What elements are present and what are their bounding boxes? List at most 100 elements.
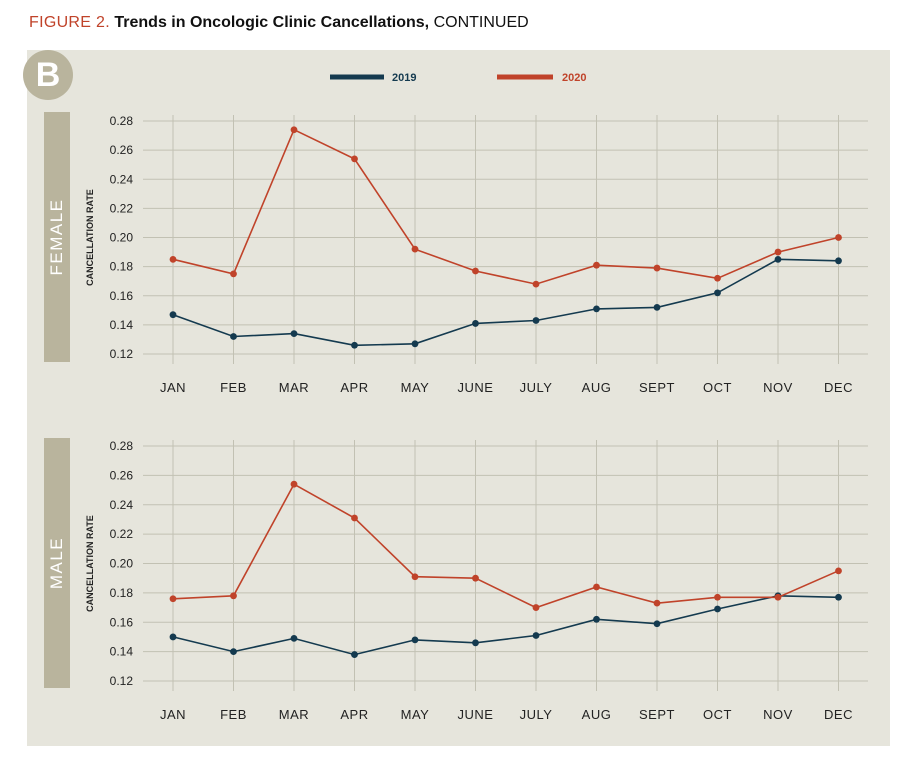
male-xtick-label: JAN [160, 707, 186, 722]
female-point-2019-sept [653, 304, 661, 311]
male-xtick-label: FEB [220, 707, 247, 722]
male-point-2020-may [411, 573, 419, 581]
male-point-2020-nov [774, 593, 782, 601]
male-point-2019-may [411, 636, 419, 644]
figure-label: FIGURE 2. [29, 14, 110, 31]
male-ytick-label: 0.18 [110, 586, 134, 600]
female-xtick-label: NOV [763, 380, 793, 395]
male-xtick-label: APR [340, 707, 368, 722]
male-xtick-label: SEPT [639, 707, 675, 722]
side-tab-male: MALE [44, 438, 70, 688]
female-ytick-label: 0.26 [110, 143, 134, 157]
male-ytick-label: 0.26 [110, 468, 134, 482]
male-ytick-label: 0.20 [110, 557, 134, 571]
male-xtick-label: NOV [763, 707, 793, 722]
female-point-2020-july [532, 280, 540, 288]
male-xtick-label: DEC [824, 707, 853, 722]
male-point-2019-feb [230, 648, 237, 656]
female-point-2019-dec [835, 257, 842, 265]
female-point-2020-oct [714, 274, 721, 282]
female-ytick-label: 0.16 [110, 289, 134, 303]
male-point-2019-aug [593, 615, 600, 623]
female-point-2020-dec [835, 234, 842, 241]
female-point-2019-mar [290, 330, 298, 338]
male-y-axis-label: CANCELLATION RATE [85, 515, 95, 612]
female-point-2019-oct [714, 289, 721, 297]
male-ytick-label: 0.16 [110, 615, 134, 629]
female-xtick-label: JULY [520, 380, 553, 395]
female-point-2019-june [472, 320, 479, 327]
female-point-2020-nov [774, 248, 782, 256]
female-xtick-label: MAR [279, 380, 309, 395]
female-point-2020-jan [169, 255, 177, 263]
male-point-2019-jan [169, 633, 177, 641]
male-point-2020-mar [290, 480, 298, 488]
male-ytick-label: 0.12 [110, 674, 134, 688]
female-point-2019-nov [774, 255, 782, 263]
female-xtick-label: APR [340, 380, 368, 395]
female-xtick-label: OCT [703, 380, 732, 395]
male-xtick-label: OCT [703, 707, 732, 722]
legend-label-2019: 2019 [392, 72, 416, 84]
male-xtick-label: AUG [582, 707, 612, 722]
male-point-2019-june [472, 639, 479, 647]
figure-continued: CONTINUED [433, 14, 529, 31]
male-xtick-label: JULY [520, 707, 553, 722]
male-series-line-2020 [172, 483, 839, 609]
female-xtick-label: JUNE [458, 380, 494, 395]
male-series-line-2019 [172, 594, 839, 656]
male-point-2020-sept [653, 599, 661, 607]
female-point-2019-feb [230, 333, 237, 340]
female-point-2019-may [411, 340, 419, 348]
female-point-2020-sept [653, 264, 661, 272]
female-point-2019-july [532, 317, 540, 324]
side-tab-female: FEMALE [44, 112, 70, 362]
female-series-line-2020 [172, 128, 839, 285]
male-xtick-label: JUNE [458, 707, 494, 722]
male-point-2020-jan [169, 595, 177, 603]
chart-panel [27, 50, 890, 746]
male-point-2019-july [532, 632, 540, 639]
male-ytick-label: 0.14 [110, 645, 134, 659]
male-point-2019-mar [290, 635, 298, 642]
female-xtick-label: MAY [401, 380, 430, 395]
female-point-2019-jan [169, 311, 177, 319]
female-point-2019-aug [593, 305, 600, 313]
panel-letter-badge: B [23, 50, 73, 100]
female-ytick-label: 0.28 [110, 114, 134, 128]
legend-label-2020: 2020 [562, 72, 586, 84]
female-ytick-label: 0.24 [110, 172, 134, 186]
female-ytick-label: 0.20 [110, 231, 134, 245]
female-xtick-label: SEPT [639, 380, 675, 395]
male-point-2020-apr [351, 514, 358, 522]
female-ytick-label: 0.14 [110, 318, 134, 332]
male-xtick-label: MAY [401, 707, 430, 722]
female-ytick-label: 0.18 [110, 260, 134, 274]
female-point-2019-apr [351, 341, 358, 349]
male-point-2019-dec [835, 593, 842, 601]
male-xtick-label: MAR [279, 707, 309, 722]
female-point-2020-may [411, 245, 419, 253]
male-point-2020-feb [230, 592, 237, 600]
male-point-2020-july [532, 604, 540, 611]
male-point-2020-june [472, 574, 479, 582]
male-point-2020-dec [835, 567, 842, 575]
male-point-2019-sept [653, 620, 661, 628]
female-point-2020-june [472, 267, 479, 275]
male-point-2020-aug [593, 583, 600, 591]
female-point-2020-aug [593, 261, 600, 269]
male-ytick-label: 0.24 [110, 498, 134, 512]
female-point-2020-apr [351, 155, 358, 163]
female-y-axis-label: CANCELLATION RATE [85, 189, 95, 286]
female-series-line-2019 [172, 258, 839, 347]
female-xtick-label: JAN [160, 380, 186, 395]
male-point-2020-oct [714, 593, 721, 601]
female-xtick-label: FEB [220, 380, 247, 395]
male-point-2019-apr [351, 651, 358, 658]
male-point-2019-oct [714, 605, 721, 613]
female-xtick-label: DEC [824, 380, 853, 395]
figure-header: FIGURE 2. Trends in Oncologic Clinic Can… [29, 14, 529, 32]
female-point-2020-feb [230, 270, 237, 278]
female-xtick-label: AUG [582, 380, 612, 395]
